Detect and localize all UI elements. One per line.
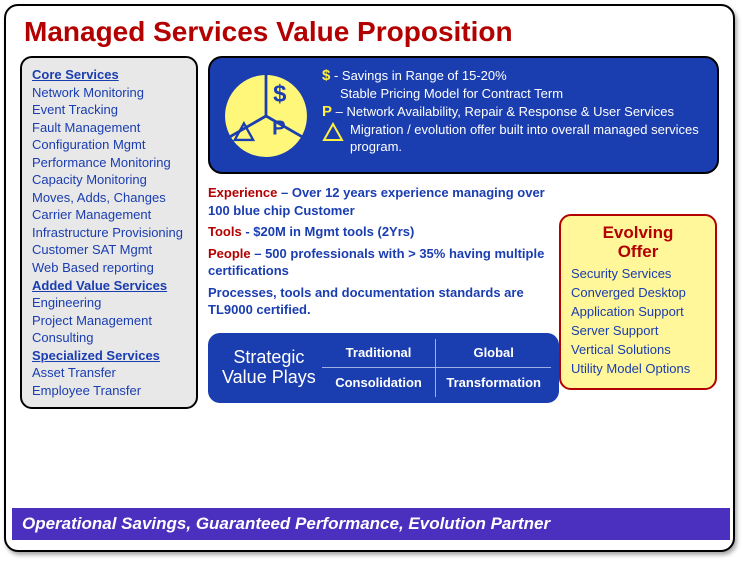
- tools-kw: Tools: [208, 224, 242, 239]
- play-cell: Global: [436, 339, 551, 368]
- list-item: Consulting: [32, 329, 186, 347]
- value-plays-box: Strategic Value Plays Traditional Global…: [208, 333, 559, 403]
- triangle-text: Migration / evolution offer built into o…: [350, 122, 707, 156]
- people-kw: People: [208, 246, 251, 261]
- evolving-header: Evolving Offer: [571, 224, 705, 261]
- list-item: Event Tracking: [32, 101, 186, 119]
- added-value-header: Added Value Services: [32, 277, 186, 295]
- bottom-banner: Operational Savings, Guaranteed Performa…: [12, 508, 730, 540]
- p-text: – Network Availability, Repair & Respons…: [332, 104, 674, 119]
- list-item: Utility Model Options: [571, 360, 705, 379]
- list-item: Converged Desktop: [571, 284, 705, 303]
- list-item: Vertical Solutions: [571, 341, 705, 360]
- play-cell: Traditional: [322, 339, 437, 368]
- experience-kw: Experience: [208, 185, 277, 200]
- services-panel: Core Services Network Monitoring Event T…: [20, 56, 198, 409]
- specialized-header: Specialized Services: [32, 347, 186, 365]
- list-item: Server Support: [571, 322, 705, 341]
- list-item: Security Services: [571, 265, 705, 284]
- svg-text:$: $: [273, 80, 286, 107]
- list-item: Capacity Monitoring: [32, 171, 186, 189]
- savings-legend-box: $ P $ - Savings in Range of 15-20% Stabl…: [208, 56, 719, 174]
- slide-frame: Managed Services Value Proposition Core …: [4, 4, 735, 552]
- pie-chart-icon: $ P: [220, 70, 312, 162]
- processes-text: Processes, tools and documentation stand…: [208, 284, 559, 319]
- dollar-text: - Savings in Range of 15-20%: [330, 68, 506, 83]
- list-item: Carrier Management: [32, 206, 186, 224]
- list-item: Web Based reporting: [32, 259, 186, 277]
- tools-text: - $20M in Mgmt tools (2Yrs): [242, 224, 415, 239]
- list-item: Engineering: [32, 294, 186, 312]
- people-text: – 500 professionals with > 35% having mu…: [208, 246, 544, 279]
- list-item: Application Support: [571, 303, 705, 322]
- triangle-icon: [322, 122, 344, 156]
- evolving-offer-panel: Evolving Offer Security Services Converg…: [559, 214, 717, 390]
- play-cell: Transformation: [436, 368, 551, 397]
- value-plays-grid: Traditional Global Consolidation Transfo…: [322, 339, 551, 397]
- list-item: Moves, Adds, Changes: [32, 189, 186, 207]
- value-plays-label: Strategic Value Plays: [216, 348, 322, 388]
- page-title: Managed Services Value Proposition: [20, 16, 719, 48]
- list-item: Employee Transfer: [32, 382, 186, 400]
- svg-text:P: P: [272, 117, 286, 139]
- list-item: Customer SAT Mgmt: [32, 241, 186, 259]
- core-services-header: Core Services: [32, 66, 186, 84]
- list-item: Asset Transfer: [32, 364, 186, 382]
- list-item: Performance Monitoring: [32, 154, 186, 172]
- play-cell: Consolidation: [322, 368, 437, 397]
- list-item: Configuration Mgmt: [32, 136, 186, 154]
- list-item: Infrastructure Provisioning: [32, 224, 186, 242]
- list-item: Project Management: [32, 312, 186, 330]
- list-item: Network Monitoring: [32, 84, 186, 102]
- legend-text: $ - Savings in Range of 15-20% Stable Pr…: [322, 66, 707, 164]
- dollar-text2: Stable Pricing Model for Contract Term: [322, 86, 707, 103]
- list-item: Fault Management: [32, 119, 186, 137]
- p-label: P: [322, 103, 332, 120]
